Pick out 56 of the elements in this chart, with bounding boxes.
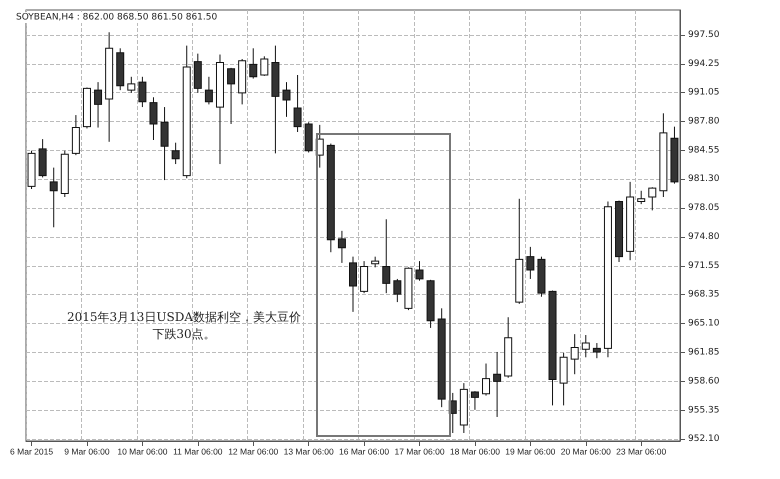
- candlestick: [637, 190, 646, 205]
- candlestick: [592, 342, 601, 359]
- x-tick-label: 20 Mar 06:00: [560, 446, 612, 456]
- candlestick: [416, 260, 424, 282]
- x-tick-label: 19 Mar 06:00: [505, 446, 556, 456]
- candlestick: [570, 334, 579, 375]
- y-tick-label: 974.80: [688, 232, 720, 242]
- y-tick-label: 978.05: [688, 203, 720, 214]
- y-tick-label: 952.10: [688, 434, 720, 444]
- y-tick-label: 984.55: [688, 145, 720, 156]
- candlestick: [50, 167, 58, 228]
- x-tick-label: 6 Mar 2015: [10, 446, 54, 456]
- x-tick-label: 11 Mar 06:00: [173, 446, 223, 456]
- candlestick: [282, 82, 290, 118]
- candlestick: [204, 76, 213, 105]
- candlestick: [172, 142, 180, 165]
- annotation: 2015年3月13日USDA数据利空，美大豆价下跌30点。: [66, 309, 302, 343]
- candlestick: [94, 82, 102, 128]
- candlestick: [260, 56, 268, 76]
- candlestick: [482, 363, 490, 396]
- candlestick: [127, 76, 136, 94]
- x-tick-label: 23 Mar 06:00: [616, 446, 667, 456]
- candlestick: [526, 246, 534, 280]
- y-tick-label: 997.50: [688, 30, 720, 40]
- candlestick: [393, 278, 402, 303]
- candlestick: [338, 230, 346, 264]
- x-tick-label: 16 Mar 06:00: [339, 446, 390, 456]
- candlestick: [582, 334, 590, 358]
- y-tick-label: 994.25: [688, 58, 720, 69]
- x-tick-label: 17 Mar 06:00: [394, 446, 445, 456]
- candlestick: [249, 48, 258, 80]
- y-tick-label: 955.35: [688, 405, 720, 416]
- candlestick: [493, 351, 502, 418]
- x-tick-label: 12 Mar 06:00: [228, 446, 279, 456]
- x-tick-label: 13 Mar 06:00: [284, 446, 334, 456]
- y-tick-label: 991.05: [688, 87, 720, 98]
- x-tick-label: 18 Mar 06:00: [450, 446, 500, 456]
- y-tick-label: 965.10: [688, 318, 720, 328]
- y-tick-label: 968.35: [688, 290, 720, 300]
- candlestick: [371, 256, 380, 268]
- y-tick-label: 961.85: [688, 347, 720, 358]
- y-tick-label: 971.55: [688, 261, 720, 272]
- y-tick-label: 987.80: [688, 116, 720, 126]
- x-tick-label: 9 Mar 06:00: [64, 446, 110, 456]
- candlestick: [138, 76, 146, 108]
- candlestick: [648, 186, 656, 211]
- candlestick: [227, 67, 236, 124]
- y-tick-label: 958.60: [688, 376, 720, 386]
- candlestick: [470, 390, 479, 410]
- x-tick-label: 10 Mar 06:00: [117, 446, 168, 456]
- candlestick: [149, 96, 158, 141]
- y-tick-label: 981.30: [688, 174, 720, 184]
- chart-title: SOYBEAN,H4 : 862.00 868.50 861.50 861.50: [16, 12, 218, 22]
- candlestick: [294, 74, 302, 132]
- candlestick: [382, 218, 390, 294]
- candlestick: [349, 256, 357, 312]
